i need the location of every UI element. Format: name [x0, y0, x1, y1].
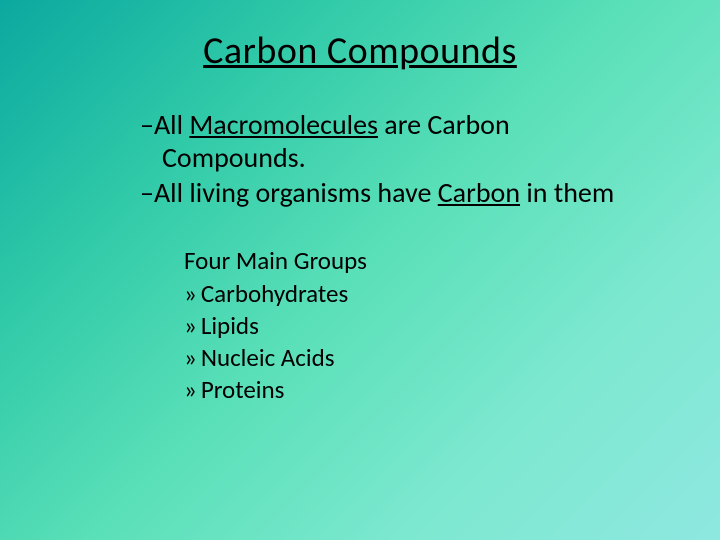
bullet-text-underlined: Macromolecules — [189, 107, 378, 142]
sub-bullet-item: »Carbohydrates — [184, 278, 620, 310]
bullet-text-part: in them — [520, 175, 614, 210]
sub-bullet-text: Proteins — [201, 374, 285, 405]
sub-bullet-text: Lipids — [201, 310, 259, 341]
slide-body: –All Macromolecules are Carbon Compounds… — [40, 108, 680, 406]
bullet-dash: – — [140, 175, 154, 210]
bullet-raquo-icon: » — [184, 342, 197, 373]
sub-bullet-item: »Proteins — [184, 374, 620, 406]
bullet-item: –All living organisms have Carbon in the… — [140, 176, 620, 209]
sub-list-block: Four Main Groups »Carbohydrates »Lipids … — [140, 245, 620, 406]
bullet-item: –All Macromolecules are Carbon Compounds… — [140, 108, 620, 174]
bullet-text-underlined: Carbon — [438, 175, 520, 210]
bullet-dash: – — [140, 107, 154, 142]
bullet-raquo-icon: » — [184, 310, 197, 341]
spacer — [140, 211, 620, 245]
sub-bullet-item: »Lipids — [184, 310, 620, 342]
bullet-text-part: All — [154, 107, 189, 142]
slide-title: Carbon Compounds — [40, 28, 680, 74]
sub-bullet-item: »Nucleic Acids — [184, 342, 620, 374]
bullet-text-part: All living organisms have — [154, 175, 438, 210]
sub-bullet-text: Carbohydrates — [201, 278, 348, 309]
bullet-raquo-icon: » — [184, 374, 197, 405]
slide: Carbon Compounds –All Macromolecules are… — [0, 0, 720, 540]
bullet-raquo-icon: » — [184, 278, 197, 309]
sub-bullet-text: Nucleic Acids — [201, 342, 335, 373]
sub-heading: Four Main Groups — [184, 245, 620, 276]
